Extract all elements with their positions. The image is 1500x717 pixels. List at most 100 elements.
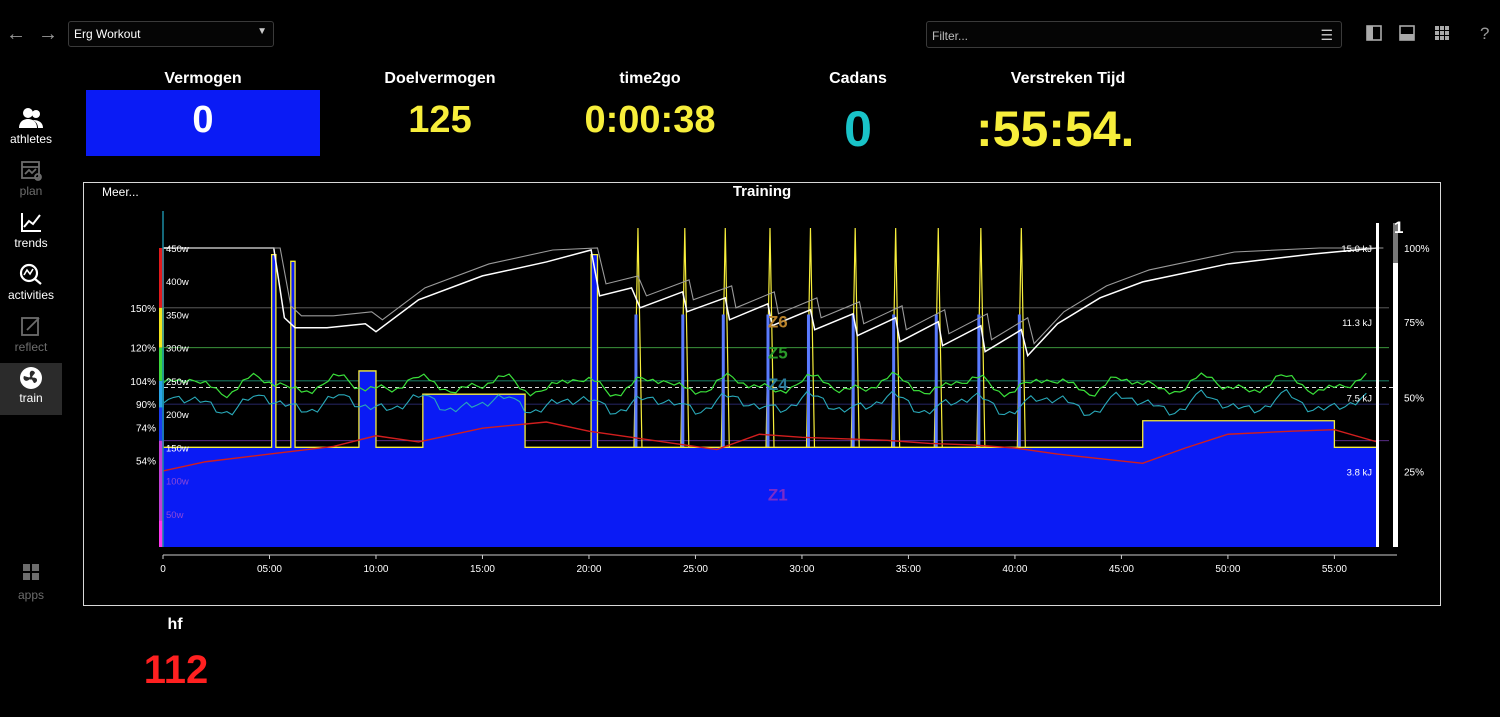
power-title: Vermogen (164, 70, 242, 87)
sidebar-item-label: train (19, 391, 43, 405)
sidebar-item-activities[interactable]: activities (0, 260, 62, 312)
x-tick-label-2: 10:00 (363, 564, 388, 575)
x-tick-label-0: 0 (160, 564, 166, 575)
sidebar-item-label: apps (17, 588, 45, 602)
chart-title: Training (732, 183, 792, 200)
left-percent-tick-5: 54% (136, 457, 156, 468)
zone-color-bar-3 (159, 380, 164, 408)
zone-color-bar-6 (159, 520, 164, 547)
speed-trace-line (162, 388, 1367, 416)
right-percent-tick-1: 75% (1404, 318, 1424, 329)
calendar-icon (19, 159, 43, 183)
sidebar-item-label: trends (14, 236, 48, 250)
heart-rate-title: hf (167, 616, 183, 633)
lap-marker: 1 (1394, 218, 1403, 237)
x-tick-label-3: 15:00 (470, 564, 495, 575)
forward-arrow-icon[interactable]: → (38, 23, 58, 45)
training-chart: Z6Z5Z4Z1450w400w350w300w250w200w150w100w… (130, 211, 1430, 575)
right-energy-tick-1: 11.3 kJ (1342, 318, 1372, 329)
x-tick-label-4: 20:00 (576, 564, 601, 575)
sidebar-item-plan[interactable]: plan (0, 156, 62, 208)
x-tick-label-1: 05:00 (257, 564, 282, 575)
zone-color-bar-2 (159, 347, 164, 381)
sidebar-toggle-icon[interactable] (1366, 25, 1382, 46)
left-watt-tick-8: 50w (166, 510, 184, 521)
time-to-go-title: time2go (619, 70, 681, 87)
elapsed-time-title: Verstreken Tijd (1010, 70, 1126, 87)
apps-grid-icon (19, 563, 43, 587)
right-percent-tick-0: 100% (1404, 244, 1430, 255)
notes-icon (19, 315, 43, 339)
sidebar-item-athletes[interactable]: athletes (0, 104, 62, 156)
grid-view-icon[interactable] (1434, 25, 1450, 46)
trend-chart-icon (19, 211, 43, 235)
left-percent-tick-4: 74% (136, 423, 156, 434)
left-percent-tick-3: 90% (136, 400, 156, 411)
fan-icon (19, 366, 43, 390)
more-menu-button[interactable]: Meer... (102, 185, 139, 199)
power-tile (86, 90, 320, 156)
right-percent-tick-3: 25% (1404, 467, 1424, 478)
cadence-trace-line (162, 371, 1367, 399)
zone-color-bar-0 (159, 248, 164, 308)
left-watt-tick-3: 300w (166, 344, 189, 355)
cadence-value: 0 (844, 101, 872, 157)
help-icon[interactable]: ? (1480, 24, 1490, 43)
wbal-secondary-line (169, 247, 1384, 345)
sidebar-item-train[interactable]: train (0, 363, 62, 415)
x-tick-label-8: 40:00 (1002, 564, 1027, 575)
left-watt-tick-6: 150w (166, 443, 189, 454)
zone-label-2: Z4 (768, 375, 788, 394)
workout-select[interactable]: Erg Workout ▼ (68, 21, 274, 47)
left-watt-tick-1: 400w (166, 277, 189, 288)
right-percent-axis-top (1393, 223, 1398, 263)
left-watt-tick-0: 450w (166, 244, 189, 255)
target-power-title: Doelvermogen (384, 70, 496, 87)
left-watt-tick-5: 200w (166, 410, 189, 421)
x-tick-label-6: 30:00 (789, 564, 814, 575)
sidebar-item-apps[interactable]: apps (0, 560, 62, 612)
heart-rate-line (162, 421, 1378, 472)
power-area (163, 254, 1377, 547)
right-energy-axis-bar (1376, 223, 1379, 547)
left-percent-tick-2: 104% (130, 377, 156, 388)
left-watt-tick-4: 250w (166, 377, 189, 388)
sidebar-item-label: athletes (9, 132, 53, 146)
zone-label-0: Z6 (768, 313, 788, 332)
filter-field[interactable]: ☰ (926, 21, 1342, 48)
right-energy-tick-2: 7.5 kJ (1347, 394, 1373, 405)
x-tick-label-11: 55:00 (1322, 564, 1347, 575)
zone-color-bar-5 (159, 440, 164, 521)
time-to-go-value: 0:00:38 (584, 99, 716, 141)
zone-color-bar-4 (159, 407, 164, 441)
back-arrow-icon[interactable]: ← (6, 23, 26, 45)
filter-input[interactable] (930, 25, 1304, 46)
chevron-down-icon: ▼ (257, 26, 267, 37)
bottom-panel-toggle-icon[interactable] (1399, 25, 1415, 46)
sidebar-item-label: activities (7, 288, 54, 302)
elapsed-time-value: :55:54. (976, 101, 1135, 157)
sidebar-item-label: reflect (14, 340, 48, 354)
x-tick-label-7: 35:00 (896, 564, 921, 575)
zone-color-bar-1 (159, 307, 164, 348)
workout-select-value: Erg Workout (74, 27, 141, 41)
sidebar-item-trends[interactable]: trends (0, 208, 62, 260)
x-tick-label-9: 45:00 (1109, 564, 1134, 575)
left-percent-tick-0: 150% (130, 304, 156, 315)
sidebar-item-reflect[interactable]: reflect (0, 312, 62, 364)
target-power-value: 125 (408, 99, 472, 141)
zone-label-1: Z5 (768, 343, 788, 362)
left-percent-tick-1: 120% (130, 344, 156, 355)
left-watt-tick-7: 100w (166, 477, 189, 488)
right-percent-axis-bar (1393, 253, 1398, 547)
wbal-line (163, 247, 1378, 358)
heart-rate-value: 112 (143, 648, 209, 692)
right-energy-tick-3: 3.8 kJ (1347, 467, 1373, 478)
power-value: 0 (192, 99, 214, 141)
training-chart-panel (83, 182, 1441, 606)
filter-menu-icon[interactable]: ☰ (1320, 27, 1333, 43)
target-power-line (163, 253, 1377, 448)
athletes-icon (19, 107, 43, 131)
right-percent-tick-2: 50% (1404, 394, 1424, 405)
x-tick-label-10: 50:00 (1215, 564, 1240, 575)
